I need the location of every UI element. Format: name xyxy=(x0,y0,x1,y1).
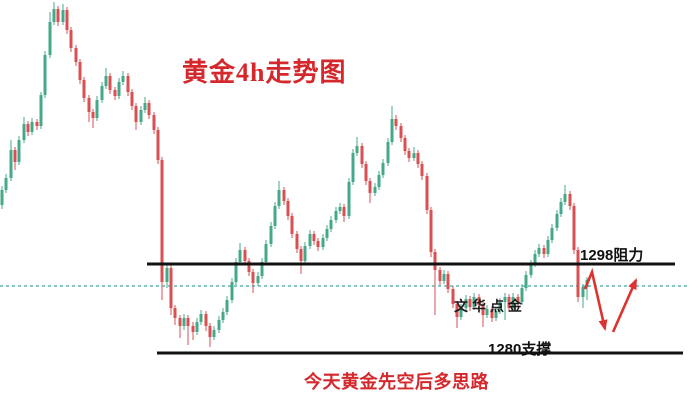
support-label: 1280支撑 xyxy=(488,341,552,358)
watermark-text: 文华点金 xyxy=(454,298,526,314)
trade-idea-text: 今天黄金先空后多思路 xyxy=(304,372,489,392)
resistance-label: 1298阻力 xyxy=(580,247,644,264)
chart-title: 黄金4h走势图 xyxy=(182,58,347,87)
